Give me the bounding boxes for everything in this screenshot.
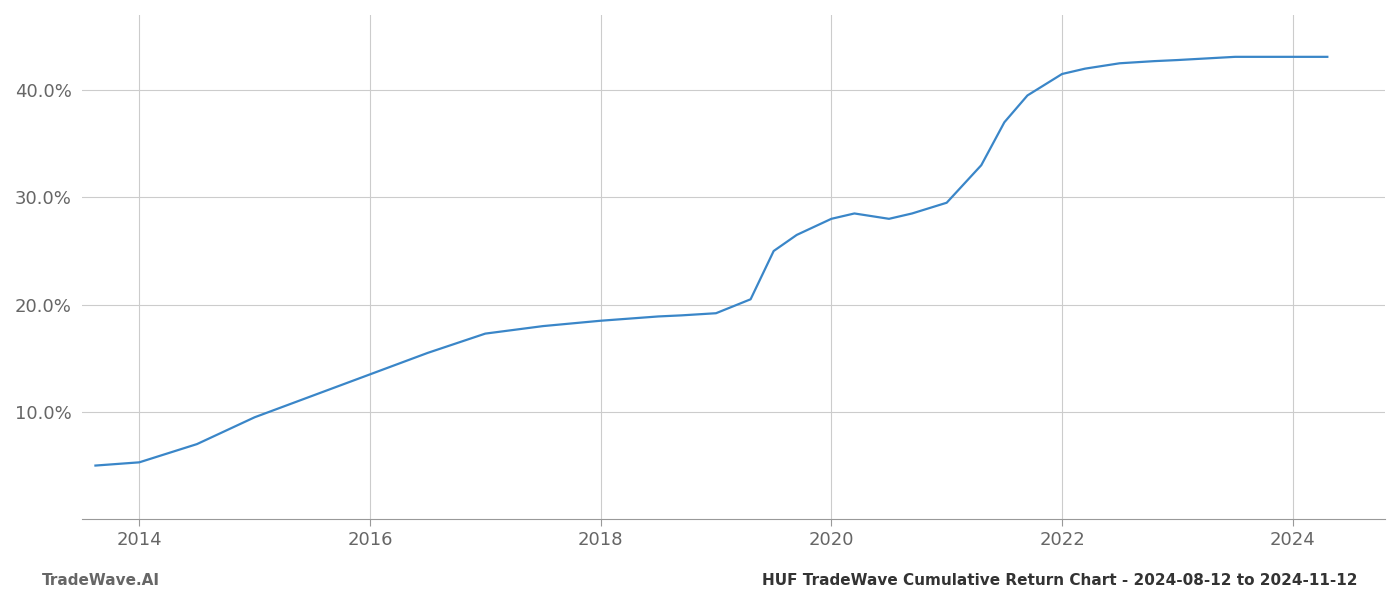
Text: TradeWave.AI: TradeWave.AI [42, 573, 160, 588]
Text: HUF TradeWave Cumulative Return Chart - 2024-08-12 to 2024-11-12: HUF TradeWave Cumulative Return Chart - … [763, 573, 1358, 588]
